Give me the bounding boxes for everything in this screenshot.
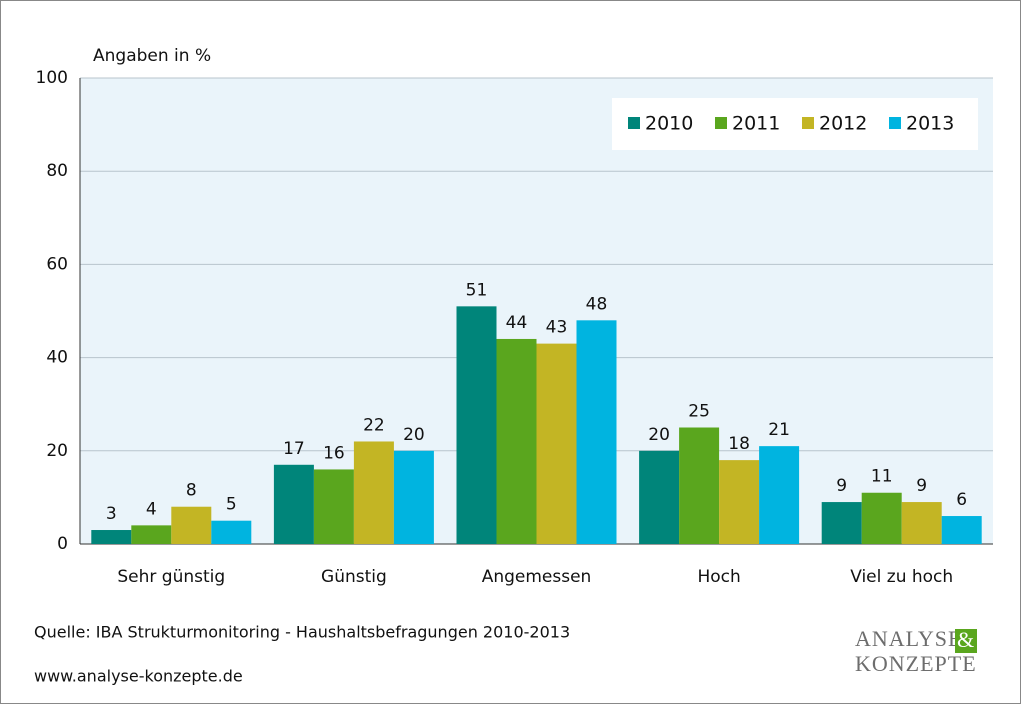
bar [393,450,434,544]
url: www.analyse-konzepte.de [34,667,243,686]
bar [821,502,862,544]
value-label: 8 [186,481,197,501]
bar [131,525,172,544]
bar [941,516,982,544]
legend-swatch [802,117,814,129]
legend-label: 2011 [732,113,780,135]
value-label: 17 [283,439,305,459]
y-tick-label: 80 [46,161,68,181]
bar [313,469,354,544]
bar [639,450,680,544]
value-label: 9 [916,476,927,496]
x-tick-label: Viel zu hoch [850,567,953,587]
bar [273,464,314,544]
legend-label: 2013 [906,113,954,135]
y-tick-label: 100 [36,68,68,88]
value-label: 22 [363,415,385,435]
bar [353,441,394,544]
value-label: 48 [586,294,608,314]
legend-swatch [889,117,901,129]
value-label: 43 [546,318,568,338]
value-label: 51 [466,280,488,300]
logo-box [955,629,977,653]
value-label: 20 [403,425,425,445]
bar [901,502,942,544]
value-label: 6 [956,490,967,510]
bar [91,530,132,544]
y-tick-label: 40 [46,348,68,368]
x-tick-label: Günstig [321,567,387,587]
value-label: 25 [688,402,710,422]
bar [496,338,537,544]
bar [861,492,902,544]
bar [576,320,617,544]
y-axis-label: Angaben in % [93,46,211,66]
x-tick-label: Sehr günstig [117,567,225,587]
bar [456,306,497,544]
value-label: 21 [768,420,790,440]
value-label: 16 [323,443,345,463]
bar [759,446,800,544]
value-label: 20 [648,425,670,445]
y-tick-label: 20 [46,441,68,461]
bar [679,427,720,544]
bar [536,343,577,544]
y-tick-label: 0 [57,534,68,554]
value-label: 4 [146,499,157,519]
legend-label: 2010 [645,113,693,135]
logo-line1: ANALYSE [855,626,962,651]
value-label: 5 [226,495,237,515]
value-label: 3 [106,504,117,524]
legend-swatch [715,117,727,129]
value-label: 18 [728,434,750,454]
value-label: 11 [871,467,893,487]
bar [171,506,212,544]
x-tick-label: Hoch [697,567,740,587]
logo-ampersand: & [957,627,975,652]
logo-line2: KONZEPTE [855,651,977,676]
legend-swatch [628,117,640,129]
x-tick-label: Angemessen [482,567,592,587]
legend-label: 2012 [819,113,867,135]
bar [719,460,760,544]
value-label: 44 [506,313,528,333]
bar [211,520,252,544]
source: Quelle: IBA Strukturmonitoring - Haushal… [34,623,570,642]
value-label: 9 [836,476,847,496]
y-tick-label: 60 [46,254,68,274]
legend [612,98,978,150]
